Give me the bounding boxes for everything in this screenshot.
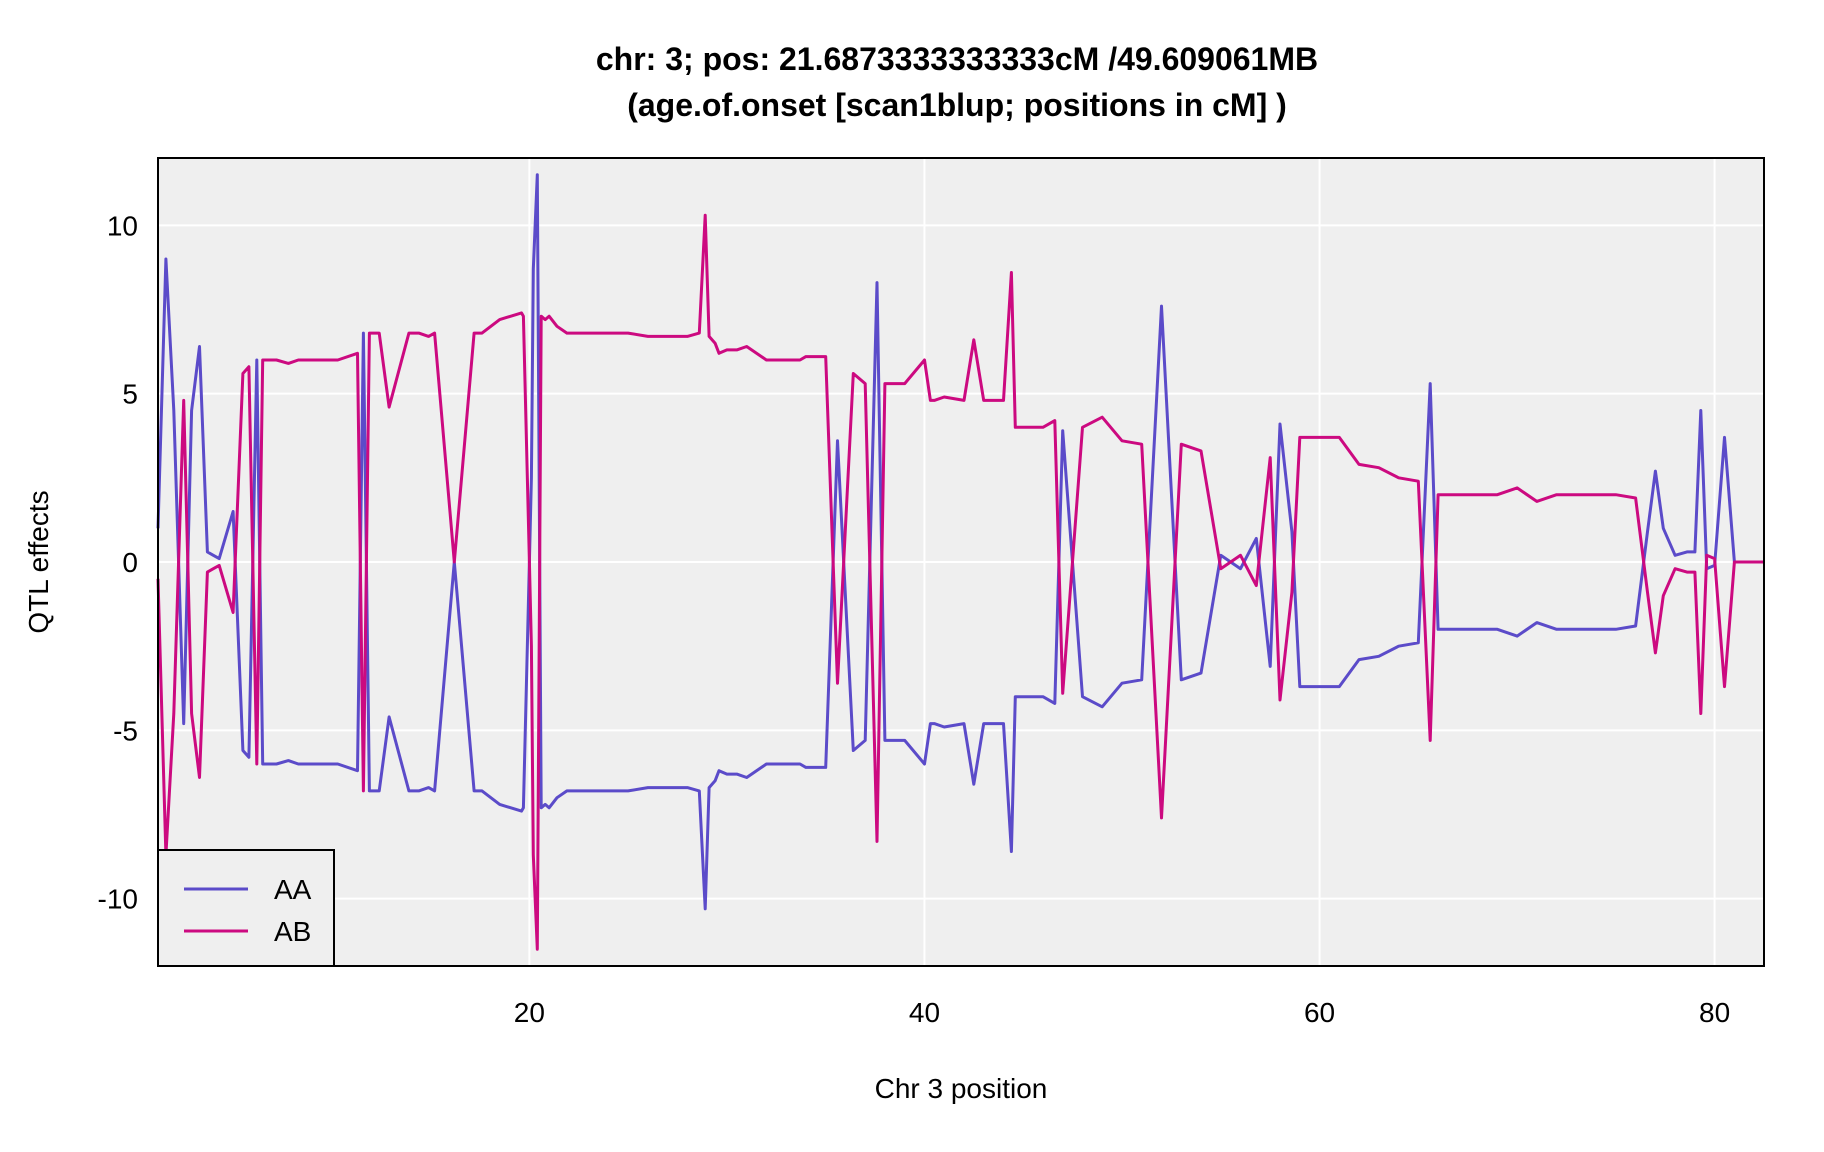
y-tick-label: 10	[107, 210, 138, 241]
y-axis-label: QTL effects	[23, 490, 54, 633]
legend-label-ab: AB	[274, 916, 311, 947]
chart-title-line1: chr: 3; pos: 21.6873333333333cM /49.6090…	[596, 41, 1318, 77]
grid-lines	[158, 158, 1764, 966]
x-axis-label: Chr 3 position	[875, 1073, 1048, 1104]
legend-box	[157, 849, 335, 967]
y-tick-label: 5	[122, 379, 138, 410]
x-tick-labels: 20 40 60 80	[514, 997, 1730, 1028]
y-tick-label: 0	[122, 547, 138, 578]
plot-frame	[157, 157, 1765, 967]
x-tick-label: 60	[1304, 997, 1335, 1028]
x-tick-label: 20	[514, 997, 545, 1028]
x-tick-label: 40	[909, 997, 940, 1028]
series-line-ab	[156, 213, 1764, 951]
chart-title-line2: (age.of.onset [scan1blup; positions in c…	[627, 87, 1287, 123]
y-tick-label: -5	[113, 715, 138, 746]
legend-label-aa: AA	[274, 874, 312, 905]
y-tick-label: -10	[98, 884, 138, 915]
legend: AA AB	[157, 849, 335, 967]
y-tick-labels: -10 -5 0 5 10	[98, 210, 138, 914]
x-tick-label: 80	[1699, 997, 1730, 1028]
series-lines	[156, 173, 1764, 951]
series-line-aa	[156, 173, 1764, 911]
